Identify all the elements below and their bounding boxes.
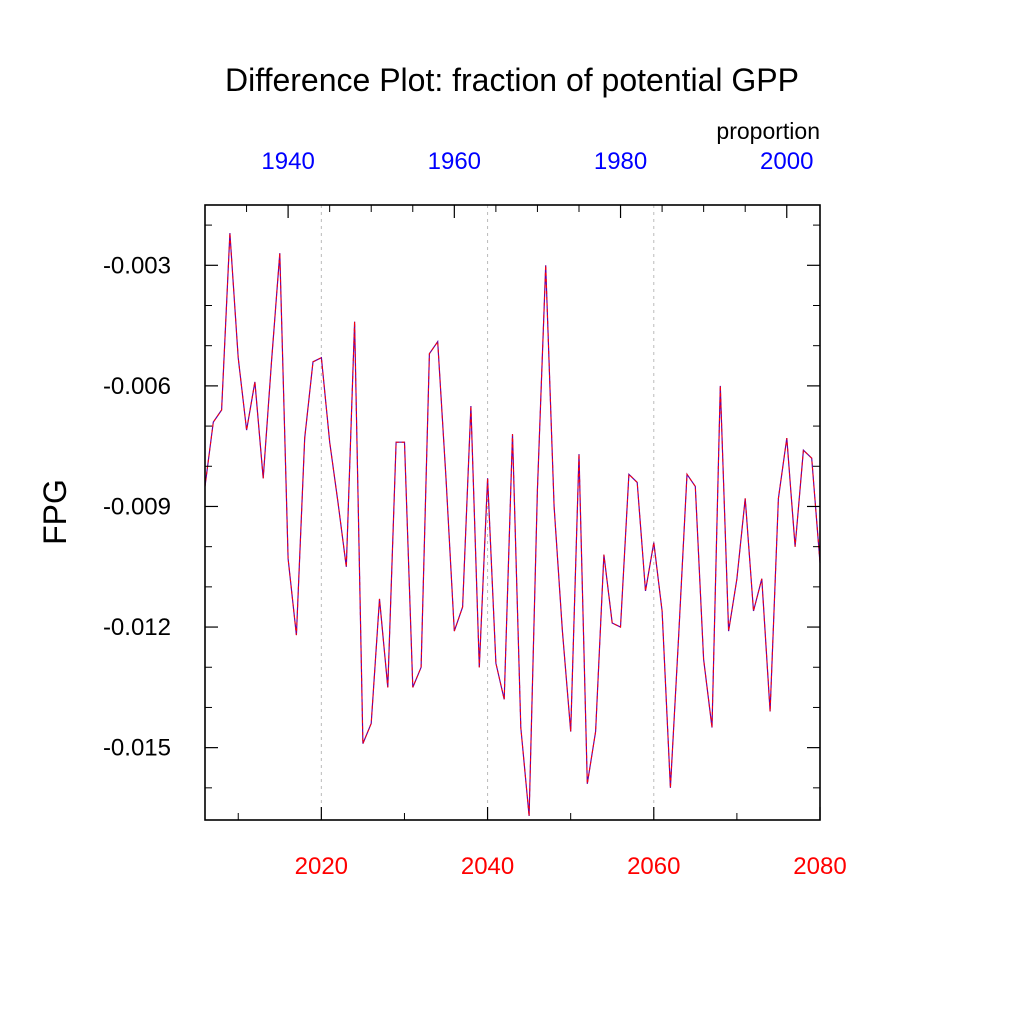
y-tick-label: -0.003: [103, 252, 171, 279]
y-tick-label: -0.015: [103, 735, 171, 762]
vertical-gridlines: [320, 205, 655, 820]
x-bottom-tick-label: 2060: [627, 853, 680, 880]
y-axis-label: FPG: [37, 479, 73, 545]
x-top-tick-label: 2000: [760, 148, 813, 175]
chart-title: Difference Plot: fraction of potential G…: [225, 62, 799, 98]
axis-tick-labels: 2020 2040 2060 2080 1940 1960 1980 2000 -0.003 -0…: [103, 148, 847, 880]
x-bottom-tick-label: 2020: [295, 853, 348, 880]
series-line-dashed: [204, 233, 821, 817]
x-top-tick-label: 1940: [261, 148, 314, 175]
x-bottom-tick-label: 2040: [461, 853, 514, 880]
plot-frame: [204, 204, 821, 821]
x-top-tick-label: 1960: [428, 148, 481, 175]
y-tick-label: -0.006: [103, 373, 171, 400]
x-bottom-tick-label: 2080: [793, 853, 846, 880]
x-top-tick-label: 1980: [594, 148, 647, 175]
y-tick-label: -0.009: [103, 493, 171, 520]
axis-ticks: [205, 205, 821, 820]
units-label: proportion: [716, 118, 820, 144]
y-tick-label: -0.012: [103, 614, 171, 641]
data-series: [204, 233, 821, 817]
